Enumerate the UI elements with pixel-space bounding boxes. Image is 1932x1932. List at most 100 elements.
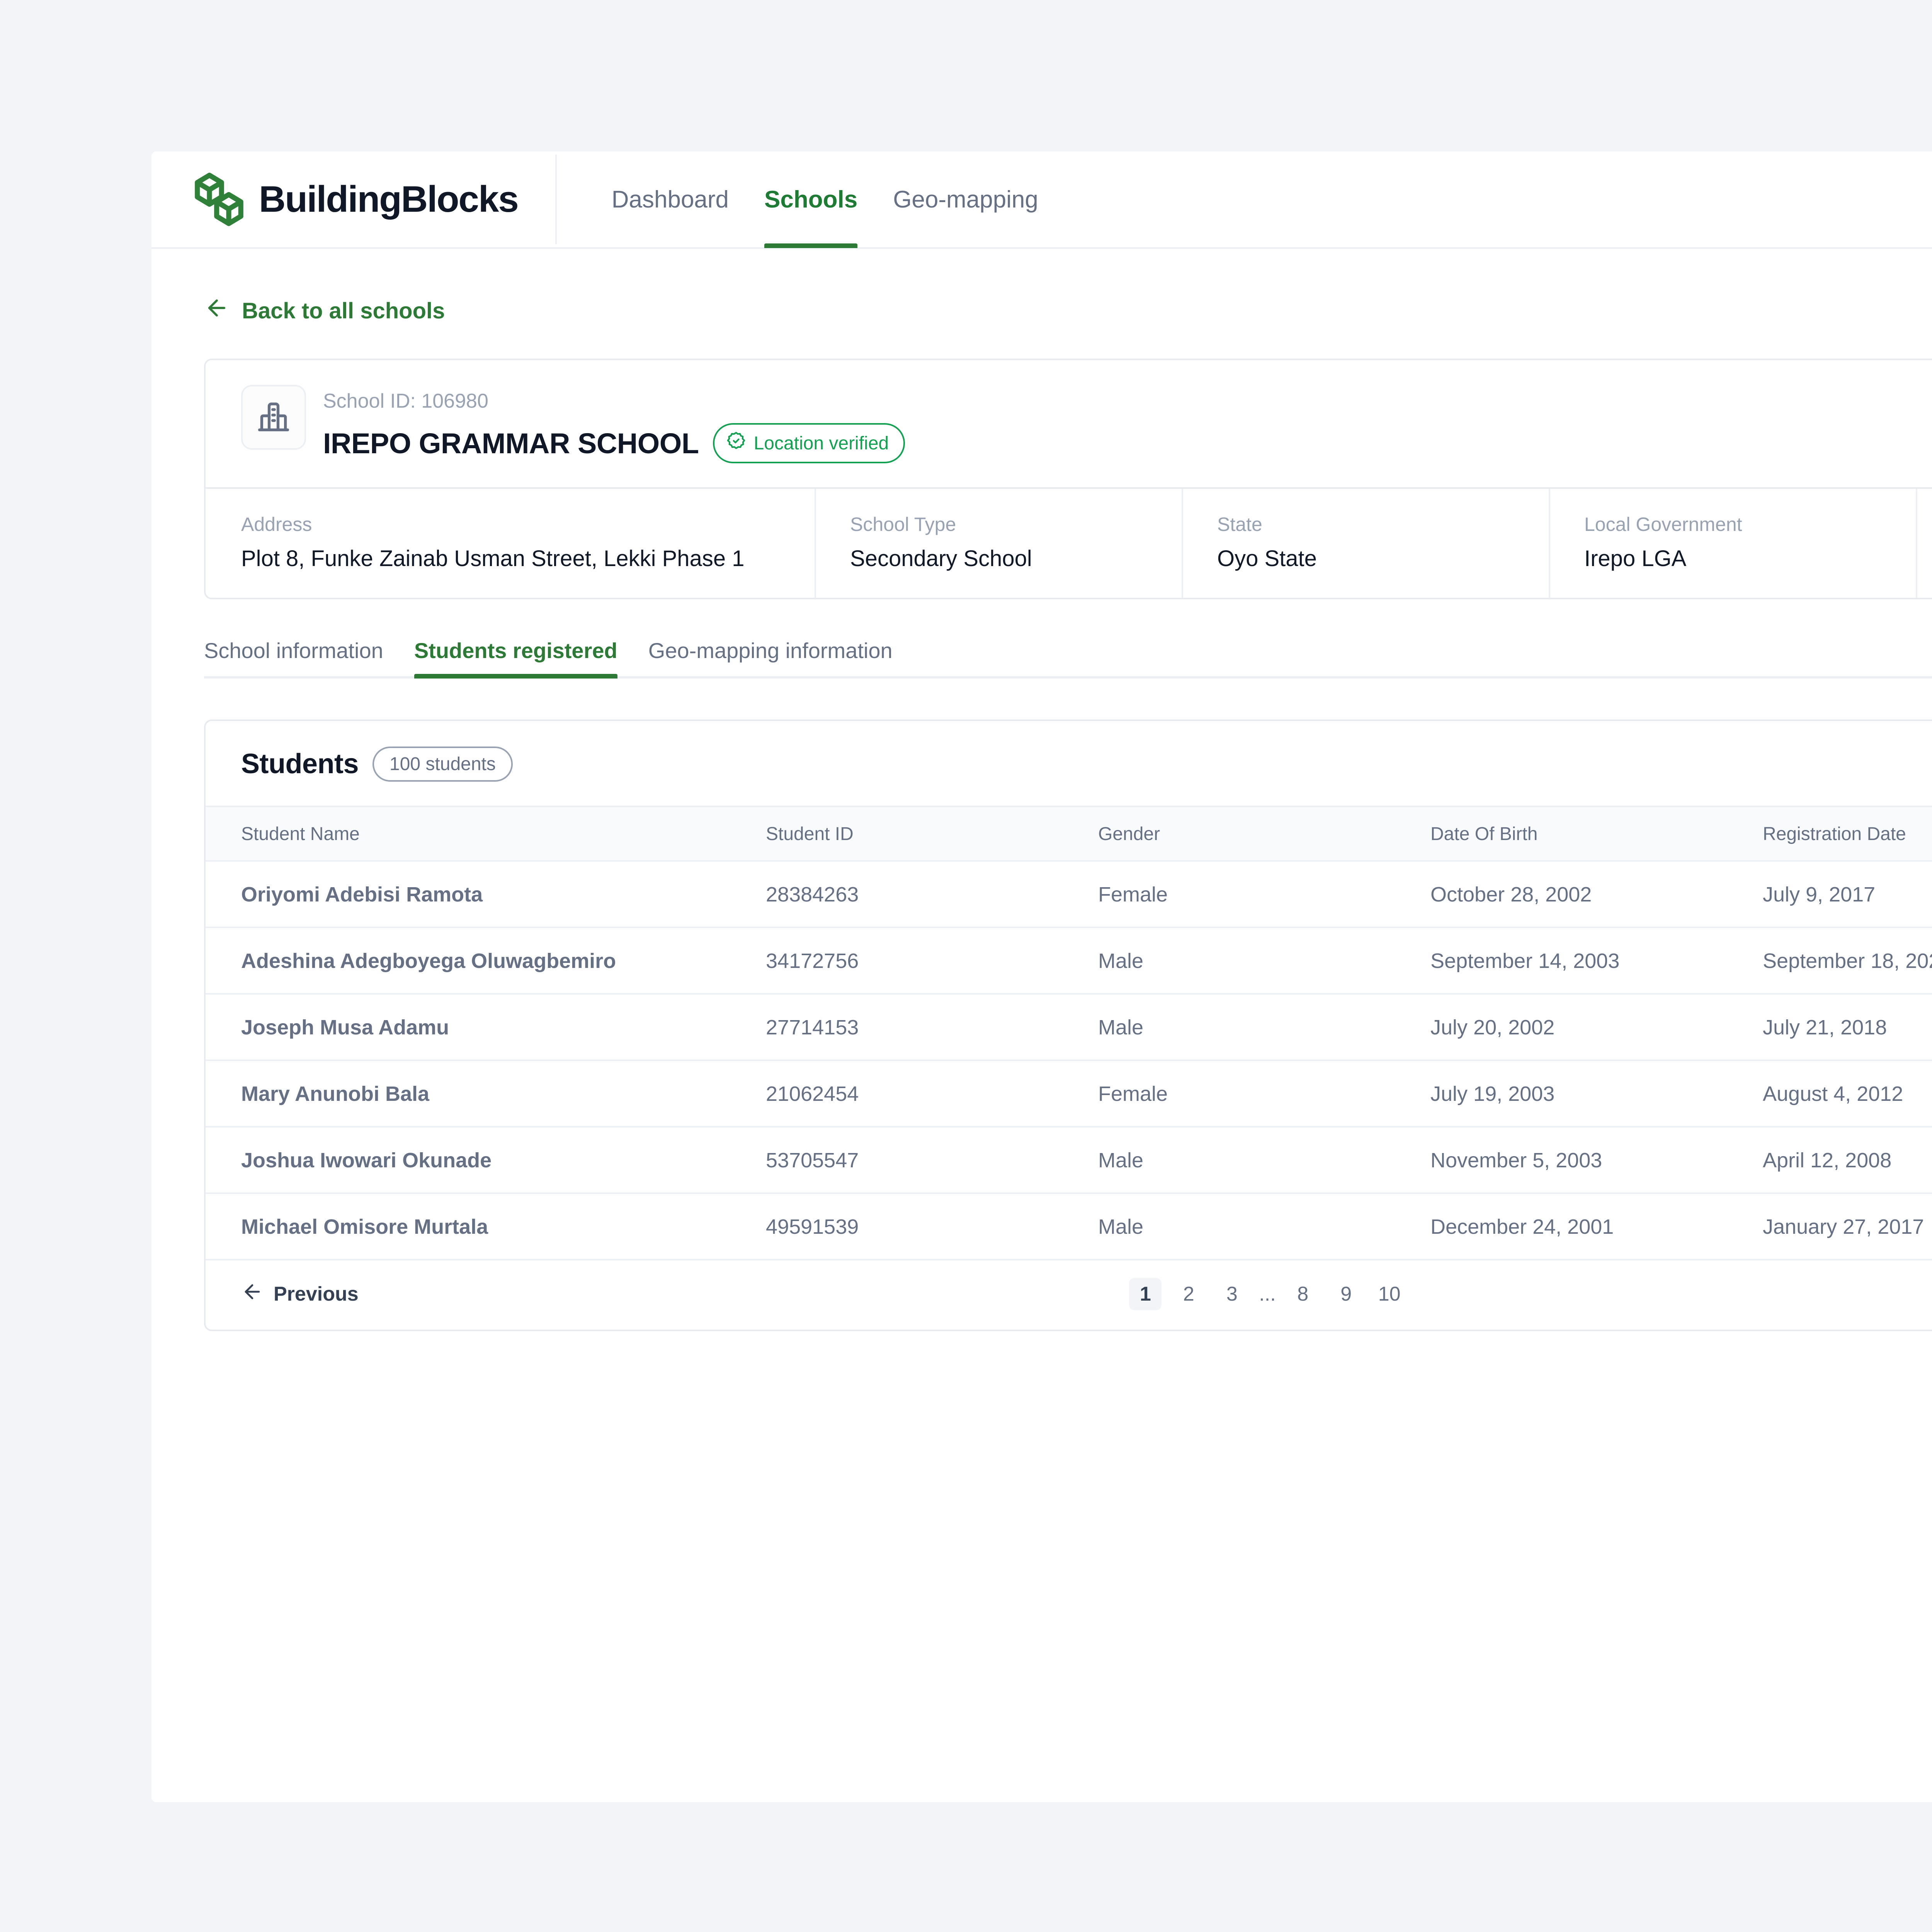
app-window: BuildingBlocks Dashboard Schools Geo-map… [151, 151, 1932, 1802]
school-icon-container [241, 385, 306, 450]
field-value: Irepo LGA [1584, 546, 1687, 571]
field-label: State [1217, 514, 1262, 535]
table-row[interactable]: Adeshina Adegboyega Oluwagbemiro 3417275… [206, 927, 1932, 995]
school-title-row: IREPO GRAMMAR SCHOOL Location verified [323, 423, 905, 463]
field-label: School Type [850, 514, 956, 535]
students-table-body: Oriyomi Adebisi Ramota 28384263 Female O… [206, 861, 1932, 1260]
pagination-page-list: 1 2 3 ... 8 9 10 [206, 1278, 1932, 1311]
top-navigation-bar: BuildingBlocks Dashboard Schools Geo-map… [151, 151, 1932, 249]
cell-date-of-birth: July 20, 2002 [1430, 993, 1763, 1061]
nav-item-dashboard[interactable]: Dashboard [611, 186, 729, 213]
cell-student-name: Oriyomi Adebisi Ramota [206, 861, 766, 928]
students-table: Student Name Student ID Gender Date Of B… [206, 805, 1932, 1260]
pagination: Previous 1 2 3 ... 8 9 10 Next [206, 1260, 1932, 1330]
students-title: Students [241, 748, 359, 780]
pagination-page-2[interactable]: 2 [1183, 1283, 1194, 1306]
pagination-page-9[interactable]: 9 [1340, 1283, 1352, 1306]
column-header-student-id[interactable]: Student ID [766, 805, 1098, 862]
cell-student-name: Joshua Iwowari Okunade [206, 1126, 766, 1194]
cell-date-of-birth: November 5, 2003 [1430, 1126, 1763, 1194]
students-panel: Students 100 students Student Name Stude… [204, 719, 1932, 1331]
table-row[interactable]: Joseph Musa Adamu 27714153 Male July 20,… [206, 993, 1932, 1061]
back-link-label: Back to all schools [242, 298, 445, 323]
building-icon [256, 399, 291, 436]
status-badge: Location verified [713, 423, 905, 463]
buildingblocks-logo-icon [190, 170, 248, 228]
cell-student-name: Mary Anunobi Bala [206, 1060, 766, 1128]
back-to-all-schools-link[interactable]: Back to all schools [204, 295, 445, 326]
cell-registration-date: July 9, 2017 [1763, 861, 1932, 928]
students-table-head: Student Name Student ID Gender Date Of B… [206, 805, 1932, 862]
field-state: State Oyo State [1183, 489, 1550, 598]
field-value: Plot 8, Funke Zainab Usman Street, Lekki… [241, 546, 745, 571]
cell-registration-date: September 18, 2020 [1763, 927, 1932, 995]
page-content: Back to all schools [151, 295, 1932, 1331]
pagination-previous-label: Previous [274, 1283, 359, 1306]
status-badge-label: Location verified [753, 433, 889, 454]
header-divider [555, 155, 557, 244]
pagination-previous-button[interactable]: Previous [241, 1281, 359, 1308]
cell-student-id: 21062454 [766, 1060, 1098, 1128]
cell-registration-date: April 12, 2008 [1763, 1126, 1932, 1194]
cell-date-of-birth: September 14, 2003 [1430, 927, 1763, 995]
students-panel-header: Students 100 students [206, 721, 1932, 806]
cell-student-id: 53705547 [766, 1126, 1098, 1194]
cell-student-id: 27714153 [766, 993, 1098, 1061]
tab-geo-mapping-information[interactable]: Geo-mapping information [648, 638, 893, 663]
cell-gender: Male [1098, 1126, 1430, 1194]
column-header-registration-date[interactable]: Registration Date [1763, 805, 1932, 862]
cell-gender: Male [1098, 1193, 1430, 1260]
pagination-page-1[interactable]: 1 [1129, 1278, 1162, 1311]
column-header-gender[interactable]: Gender [1098, 805, 1430, 862]
cell-date-of-birth: October 28, 2002 [1430, 861, 1763, 928]
field-address: Address Plot 8, Funke Zainab Usman Stree… [206, 489, 816, 598]
table-row[interactable]: Joshua Iwowari Okunade 53705547 Male Nov… [206, 1126, 1932, 1194]
school-summary-card: School ID: 106980 IREPO GRAMMAR SCHOOL L… [204, 359, 1932, 599]
table-row[interactable]: Mary Anunobi Bala 21062454 Female July 1… [206, 1060, 1932, 1128]
arrow-left-icon [241, 1281, 264, 1308]
cell-student-name: Michael Omisore Murtala [206, 1193, 766, 1260]
cell-gender: Female [1098, 1060, 1430, 1128]
table-header-row: Student Name Student ID Gender Date Of B… [206, 805, 1932, 862]
students-count-badge: 100 students [372, 746, 513, 782]
cell-registration-date: July 21, 2018 [1763, 993, 1932, 1061]
cell-date-of-birth: July 19, 2003 [1430, 1060, 1763, 1128]
table-row[interactable]: Michael Omisore Murtala 49591539 Male De… [206, 1193, 1932, 1260]
field-label: Address [241, 514, 312, 535]
arrow-left-icon [204, 295, 230, 326]
tab-school-information[interactable]: School information [204, 638, 383, 663]
cell-gender: Male [1098, 993, 1430, 1061]
pagination-page-10[interactable]: 10 [1378, 1283, 1401, 1306]
cell-gender: Male [1098, 927, 1430, 995]
school-id-label: School ID: 106980 [323, 390, 488, 412]
main-nav: Dashboard Schools Geo-mapping [594, 151, 1056, 248]
field-school-type: School Type Secondary School [816, 489, 1183, 598]
field-value: Secondary School [850, 546, 1032, 571]
cell-student-id: 34172756 [766, 927, 1098, 995]
school-detail-fields: Address Plot 8, Funke Zainab Usman Stree… [206, 487, 1932, 598]
column-header-date-of-birth[interactable]: Date Of Birth [1430, 805, 1763, 862]
field-ward: Ward Kishi I [1917, 489, 1932, 598]
pagination-ellipsis: ... [1259, 1283, 1276, 1306]
nav-item-geo-mapping[interactable]: Geo-mapping [893, 186, 1038, 213]
tab-students-registered[interactable]: Students registered [399, 638, 633, 679]
cell-student-name: Joseph Musa Adamu [206, 993, 766, 1061]
field-value: Oyo State [1217, 546, 1317, 571]
column-header-student-name[interactable]: Student Name [206, 805, 766, 862]
field-label: Local Government [1584, 514, 1742, 535]
detail-tabs: School information Students registered G… [204, 638, 1932, 679]
verified-check-icon [726, 431, 746, 456]
cell-student-id: 49591539 [766, 1193, 1098, 1260]
school-meta: School ID: 106980 IREPO GRAMMAR SCHOOL L… [323, 385, 905, 463]
school-card-header: School ID: 106980 IREPO GRAMMAR SCHOOL L… [206, 360, 1932, 487]
brand-logo-block[interactable]: BuildingBlocks [190, 170, 555, 228]
cell-registration-date: January 27, 2017 [1763, 1193, 1932, 1260]
cell-student-id: 28384263 [766, 861, 1098, 928]
table-row[interactable]: Oriyomi Adebisi Ramota 28384263 Female O… [206, 861, 1932, 928]
field-local-government: Local Government Irepo LGA [1550, 489, 1917, 598]
pagination-page-8[interactable]: 8 [1297, 1283, 1309, 1306]
nav-item-schools[interactable]: Schools [747, 151, 875, 248]
brand-name: BuildingBlocks [259, 179, 519, 220]
pagination-page-3[interactable]: 3 [1226, 1283, 1238, 1306]
cell-student-name: Adeshina Adegboyega Oluwagbemiro [206, 927, 766, 995]
